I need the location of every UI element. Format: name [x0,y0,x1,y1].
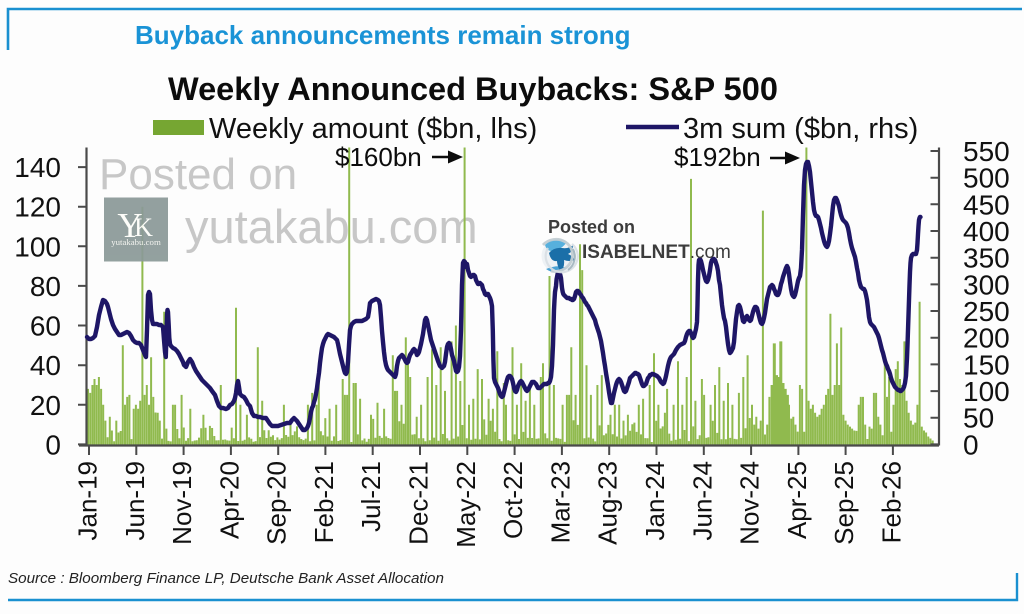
svg-text:550: 550 [963,136,1010,167]
svg-text:250: 250 [963,296,1010,327]
svg-text:350: 350 [963,243,1010,274]
svg-text:Feb-21: Feb-21 [309,461,339,543]
svg-text:3m sum ($bn, rhs): 3m sum ($bn, rhs) [683,113,918,145]
svg-text:300: 300 [963,269,1010,300]
svg-text:Apr-25: Apr-25 [782,461,812,539]
svg-text:Oct-22: Oct-22 [498,461,528,539]
svg-text:Y: Y [117,206,142,245]
svg-text:Apr-20: Apr-20 [214,461,244,539]
svg-text:Jan-24: Jan-24 [640,461,670,541]
svg-text:Nov-19: Nov-19 [167,461,197,545]
svg-text:Sep-20: Sep-20 [262,461,292,545]
svg-text:Jun-19: Jun-19 [120,461,150,541]
svg-text:Feb-26: Feb-26 [876,461,906,543]
svg-text:Aug-23: Aug-23 [593,461,623,545]
svg-text:150: 150 [963,349,1010,380]
svg-text:Jun-24: Jun-24 [687,461,717,541]
svg-text:Mar-23: Mar-23 [545,461,575,543]
svg-text:ISABELNET.com: ISABELNET.com [582,242,731,263]
svg-text:Buyback announcements remain s: Buyback announcements remain strong [135,20,631,50]
svg-text:60: 60 [30,311,61,342]
svg-text:Posted on: Posted on [99,150,297,199]
svg-text:yutakabu.com: yutakabu.com [111,237,161,247]
svg-text:40: 40 [30,350,61,381]
svg-text:120: 120 [14,192,61,223]
svg-text:Jan-19: Jan-19 [73,461,103,541]
svg-text:0: 0 [45,429,61,460]
svg-text:200: 200 [963,323,1010,354]
svg-text:400: 400 [963,216,1010,247]
svg-text:K: K [134,213,153,242]
svg-text:Posted on: Posted on [548,217,635,237]
svg-text:Nov-24: Nov-24 [735,461,765,545]
svg-text:$192bn: $192bn [674,142,761,172]
svg-text:Dec-21: Dec-21 [404,461,434,545]
svg-text:140: 140 [14,152,61,183]
svg-text:Jul-21: Jul-21 [356,461,386,532]
svg-text:Sep-25: Sep-25 [829,461,859,545]
svg-text:500: 500 [963,163,1010,194]
svg-text:100: 100 [14,231,61,262]
svg-text:100: 100 [963,376,1010,407]
svg-text:Source : Bloomberg Finance LP,: Source : Bloomberg Finance LP, Deutsche … [8,570,444,587]
svg-text:yutakabu.com: yutakabu.com [185,200,478,253]
svg-text:Weekly Announced Buybacks: S&P: Weekly Announced Buybacks: S&P 500 [168,71,778,107]
svg-text:50: 50 [963,403,994,434]
svg-text:450: 450 [963,189,1010,220]
svg-text:Weekly amount ($bn, lhs): Weekly amount ($bn, lhs) [209,113,537,145]
svg-text:0: 0 [963,429,979,460]
svg-text:20: 20 [30,390,61,421]
svg-text:80: 80 [30,271,61,302]
svg-text:May-22: May-22 [451,461,481,548]
svg-text:$160bn: $160bn [335,142,422,172]
